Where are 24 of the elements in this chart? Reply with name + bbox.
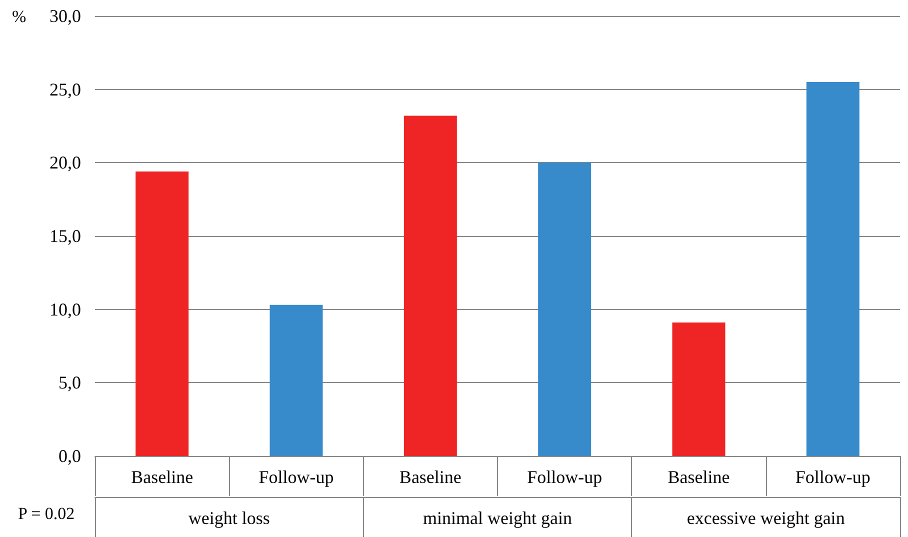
bar: [538, 162, 592, 456]
bar: [672, 322, 726, 456]
y-tick-label: 20,0: [50, 152, 81, 173]
text: P = 0.02: [18, 504, 75, 523]
x-tick-label: Baseline: [131, 467, 194, 487]
y-axis-title: %: [12, 7, 26, 26]
x-tick-label: Baseline: [668, 467, 730, 487]
x-tick-label: Follow-up: [527, 467, 602, 487]
x-tick-label: Baseline: [399, 467, 462, 487]
x-tick-label: Follow-up: [258, 467, 334, 487]
bar: [404, 116, 457, 456]
y-tick-label: 15,0: [50, 226, 81, 246]
bar: [270, 304, 323, 456]
y-tick-label: 0,0: [58, 446, 81, 466]
text: excessive weight gain: [686, 508, 845, 528]
y-tick-label: 10,0: [50, 299, 81, 320]
bar: [136, 171, 189, 456]
y-tick-label: 25,0: [50, 79, 81, 100]
y-tick-label: 30,0: [50, 6, 81, 26]
text: weight loss: [188, 508, 270, 528]
x-tick-label: Follow-up: [795, 467, 870, 487]
y-tick-label: 5,0: [58, 372, 81, 393]
bar: [806, 82, 860, 456]
text: minimal weight gain: [423, 508, 572, 528]
